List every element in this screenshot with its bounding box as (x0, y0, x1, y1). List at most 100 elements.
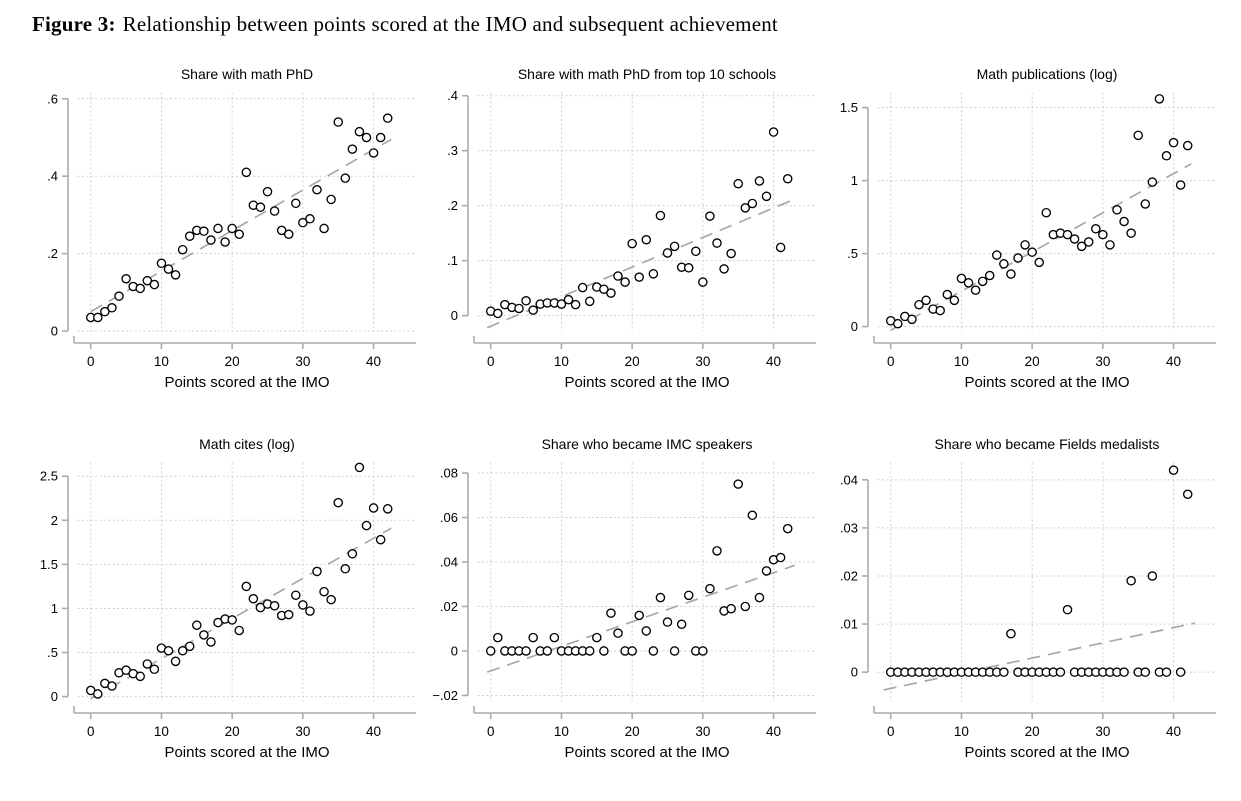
data-point (340, 173, 351, 183)
y-tick-label: 1 (51, 601, 58, 616)
data-point (935, 305, 946, 316)
data-point (107, 681, 117, 691)
data-point (227, 615, 237, 625)
x-tick-label: 10 (154, 724, 169, 739)
y-tick-label: .04 (840, 472, 858, 487)
data-point (1069, 234, 1080, 244)
data-point (1175, 180, 1186, 190)
y-axis: −.02 0 .02 .04 .06 .08 (432, 466, 469, 703)
data-point (893, 318, 903, 329)
x-tick-label: 20 (225, 354, 240, 369)
data-point (269, 601, 280, 611)
y-tick-label: .2 (447, 198, 458, 213)
data-point (761, 566, 772, 576)
data-point (234, 625, 244, 636)
data-point (970, 285, 981, 295)
gridlines (77, 462, 417, 702)
data-point (255, 202, 266, 212)
data-point (733, 178, 743, 189)
data-point (1133, 130, 1143, 141)
figure-3: Figure 3: Relationship between points sco… (32, 12, 1222, 763)
y-tick-label: .4 (47, 169, 58, 184)
chart-title: Share who became IMC speakers (542, 436, 753, 452)
data-point (1041, 207, 1052, 218)
y-tick-label: 0 (851, 665, 858, 680)
data-point (305, 213, 315, 224)
data-point (184, 641, 195, 652)
data-point (528, 632, 538, 643)
chart-svg: −.02 0 .02 .04 .06 .08 0 10 20 30 40 Share who beca… (432, 436, 817, 761)
data-point (992, 250, 1002, 260)
data-point (1119, 667, 1129, 677)
data-point (1006, 628, 1016, 639)
data-point (283, 609, 294, 620)
trend-line (890, 163, 1192, 332)
data-point (740, 203, 751, 213)
data-point (241, 167, 252, 178)
data-point (269, 206, 280, 216)
gridlines (877, 92, 1217, 332)
data-point (206, 637, 216, 647)
y-tick-label: .6 (47, 91, 58, 106)
data-point (1147, 177, 1158, 187)
x-tick-label: 40 (1166, 354, 1181, 369)
data-point (1182, 140, 1193, 151)
data-point (705, 211, 715, 221)
data-point (368, 148, 379, 158)
gridlines (77, 92, 417, 332)
data-point (312, 184, 322, 195)
x-axis: 0 10 20 30 40 (873, 706, 1216, 739)
data-point (768, 127, 779, 137)
data-point (634, 610, 644, 621)
gridlines (477, 462, 817, 702)
data-point (234, 229, 244, 240)
data-point (1055, 667, 1066, 677)
x-tick-label: 40 (766, 724, 781, 739)
chart-title: Math publications (log) (977, 66, 1118, 82)
data-point (712, 546, 722, 556)
y-tick-label: 2 (51, 513, 58, 528)
x-axis-title: Points scored at the IMO (964, 744, 1129, 761)
data-point (726, 248, 736, 259)
data-point (1034, 257, 1044, 268)
data-point (1105, 240, 1115, 250)
y-axis: 0 .5 1 1.5 (840, 100, 869, 334)
x-axis: 0 10 20 30 40 (873, 336, 1216, 369)
y-axis: 0 .2 .4 .6 (47, 91, 69, 339)
x-tick-label: 0 (887, 724, 895, 739)
figure-caption: Relationship between points scored at th… (122, 12, 778, 36)
data-point (1027, 247, 1037, 257)
data-point (1062, 229, 1073, 240)
data-point (326, 594, 336, 605)
data-point (1175, 667, 1186, 677)
data-point (1147, 571, 1158, 581)
trend-line (90, 527, 392, 700)
y-tick-label: 0 (51, 324, 58, 339)
data-point (1062, 604, 1073, 615)
data-point (563, 294, 574, 305)
y-tick-label: .03 (840, 520, 858, 535)
x-tick-label: 10 (954, 354, 969, 369)
data-point (199, 630, 209, 640)
x-axis: 0 10 20 30 40 (473, 706, 816, 739)
chart-fields-medalists: 0 .01 .02 .03 .04 0 10 20 30 40 Share who became F… (822, 433, 1222, 763)
data-point (655, 210, 666, 221)
data-point (613, 271, 623, 281)
data-point (606, 288, 616, 298)
x-tick-label: 20 (1025, 354, 1040, 369)
data-points (85, 462, 393, 699)
x-tick-label: 0 (487, 354, 495, 369)
data-point (493, 308, 503, 319)
data-point (382, 504, 393, 514)
y-axis: 0 .1 .2 .3 .4 (447, 88, 469, 323)
x-tick-label: 0 (887, 354, 895, 369)
data-point (726, 603, 736, 614)
data-point (705, 583, 715, 594)
chart-svg: 0 .5 1 1.5 0 10 20 30 40 Math publications (log) P… (840, 66, 1217, 391)
data-point (761, 191, 772, 202)
x-tick-label: 30 (1095, 354, 1110, 369)
data-point (375, 534, 386, 545)
data-point (326, 194, 336, 205)
data-points (885, 465, 1193, 677)
data-point (312, 566, 322, 577)
